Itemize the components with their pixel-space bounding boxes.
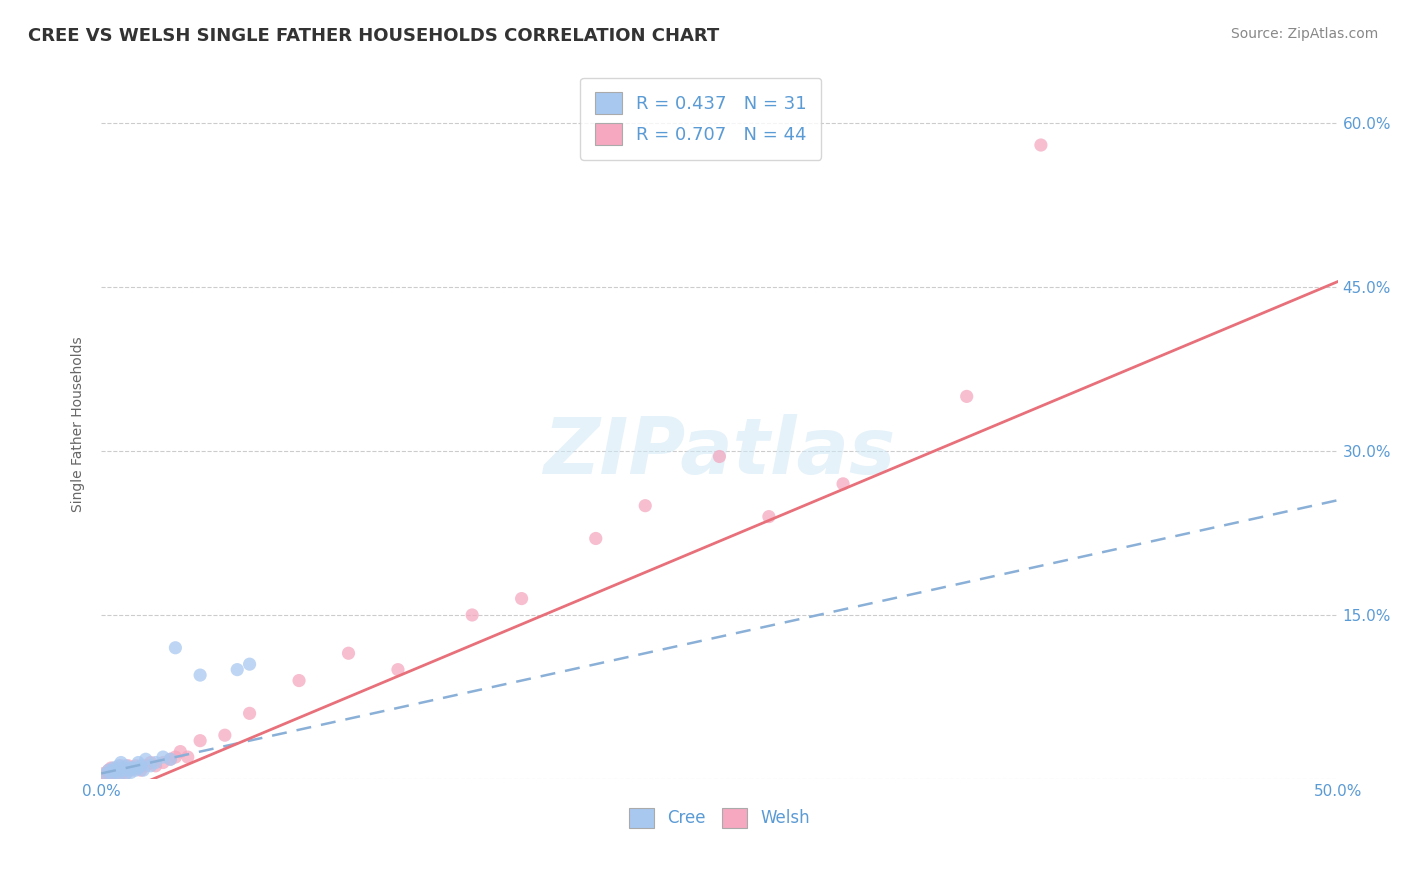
Point (145, 759, 167, 773)
Point (758, 509, 780, 524)
Point (105, 766, 128, 780)
Point (107, 759, 129, 773)
Point (127, 761, 149, 775)
Point (956, 389, 979, 403)
Point (120, 763, 142, 777)
Point (110, 756, 132, 770)
Point (110, 763, 132, 777)
Point (135, 752, 157, 766)
Text: ZIPatlas: ZIPatlas (543, 414, 896, 490)
Point (152, 756, 174, 770)
Point (107, 763, 129, 777)
Point (634, 499, 657, 513)
Point (188, 668, 211, 682)
Point (97, 766, 120, 780)
Text: Source: ZipAtlas.com: Source: ZipAtlas.com (1230, 27, 1378, 41)
Point (122, 761, 145, 775)
Point (129, 763, 152, 777)
Point (239, 706, 262, 721)
Point (239, 657, 262, 672)
Text: CREE VS WELSH SINGLE FATHER HOUSEHOLDS CORRELATION CHART: CREE VS WELSH SINGLE FATHER HOUSEHOLDS C… (28, 27, 720, 45)
Point (165, 750, 187, 764)
Point (100, 761, 122, 775)
Point (135, 759, 157, 773)
Point (1029, 138, 1052, 153)
Point (125, 759, 148, 773)
Point (110, 766, 132, 780)
Point (832, 476, 855, 491)
Point (585, 532, 607, 546)
Point (188, 733, 211, 747)
Point (214, 728, 236, 742)
Point (226, 663, 249, 677)
Point (97, 763, 120, 777)
Point (337, 646, 360, 660)
Point (159, 752, 181, 766)
Point (387, 663, 409, 677)
Point (461, 607, 484, 622)
Point (105, 761, 128, 775)
Point (93, 766, 115, 780)
Point (125, 763, 148, 777)
Point (103, 761, 125, 775)
Point (145, 756, 167, 770)
Point (510, 591, 533, 606)
Point (100, 766, 122, 780)
Point (115, 761, 138, 775)
Point (103, 763, 125, 777)
Point (139, 759, 162, 773)
Legend: Cree, Welsh: Cree, Welsh (621, 801, 817, 835)
Point (169, 745, 191, 759)
Point (96, 766, 118, 780)
Point (107, 766, 129, 780)
Point (112, 763, 135, 777)
Point (110, 759, 132, 773)
Point (127, 761, 149, 775)
Point (132, 763, 155, 777)
Point (152, 750, 174, 764)
Point (709, 450, 731, 464)
Point (117, 763, 139, 777)
Point (103, 763, 125, 777)
Point (127, 756, 149, 770)
Point (97, 763, 120, 777)
Point (120, 765, 142, 780)
Point (122, 761, 145, 775)
Y-axis label: Single Father Households: Single Father Households (72, 336, 86, 511)
Point (115, 759, 138, 773)
Point (129, 759, 152, 773)
Point (105, 765, 128, 780)
Point (165, 640, 187, 655)
Point (159, 752, 181, 766)
Point (96, 769, 118, 783)
Point (139, 756, 162, 770)
Point (117, 759, 139, 773)
Point (112, 761, 135, 775)
Point (100, 766, 122, 780)
Point (177, 750, 200, 764)
Point (115, 766, 138, 780)
Point (115, 766, 138, 780)
Point (120, 761, 142, 775)
Point (288, 673, 311, 688)
